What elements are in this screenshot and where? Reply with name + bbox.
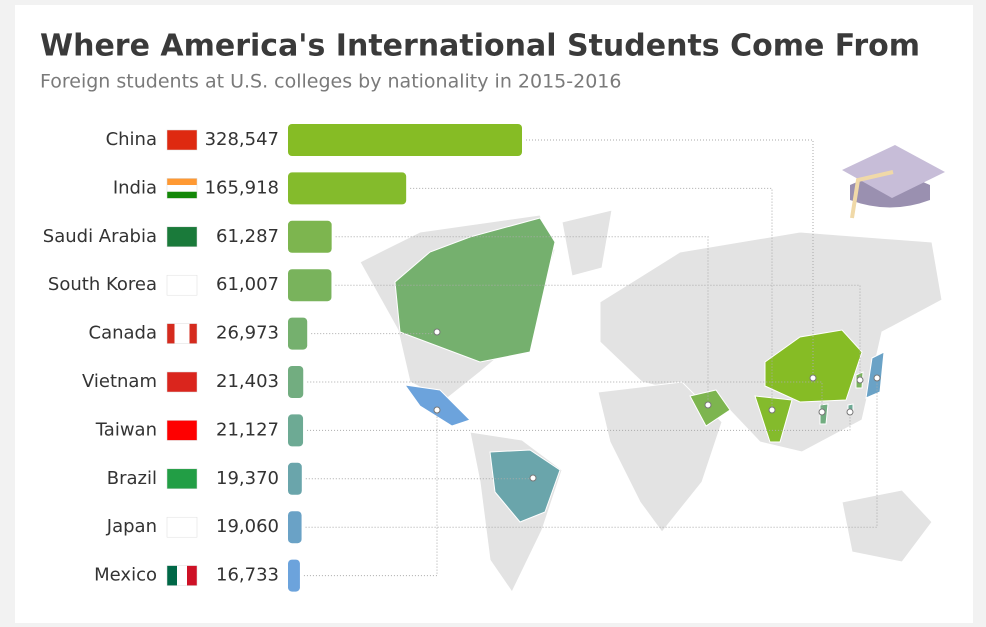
bar — [288, 172, 407, 205]
map-dot — [433, 406, 441, 414]
flag-border — [166, 371, 198, 393]
value-label: 26,973 — [216, 323, 279, 344]
flag — [167, 323, 175, 344]
flag-border — [166, 226, 198, 248]
category-label: Brazil — [107, 468, 157, 489]
flag — [187, 565, 197, 586]
flag — [167, 185, 197, 192]
category-label: South Korea — [48, 274, 157, 295]
map-dot — [704, 401, 712, 409]
flag-border — [166, 565, 198, 586]
flag-border — [166, 468, 198, 490]
category-label: Japan — [106, 516, 157, 537]
category-label: Saudi Arabia — [43, 226, 157, 247]
flag — [189, 323, 197, 344]
flag — [167, 565, 177, 586]
flag-border — [166, 274, 198, 296]
value-label: 21,127 — [216, 419, 279, 440]
chart-title: Where America's International Students C… — [40, 29, 920, 64]
flag — [167, 517, 197, 538]
connector — [335, 236, 709, 405]
flag — [167, 468, 197, 489]
map-dot — [873, 374, 881, 382]
connector — [410, 187, 773, 410]
flag-border — [166, 323, 198, 344]
bar — [288, 124, 522, 156]
category-label: China — [106, 129, 157, 150]
bar — [288, 220, 332, 253]
bar — [288, 269, 332, 302]
bar — [288, 559, 300, 592]
value-label: 61,287 — [216, 226, 279, 247]
connector — [305, 478, 534, 480]
value-label: 21,403 — [216, 371, 279, 392]
map-dot — [846, 408, 854, 416]
flag-border — [166, 178, 198, 199]
flag — [167, 191, 197, 199]
value-label: 61,007 — [216, 274, 279, 295]
bar — [288, 317, 308, 350]
map-dot — [768, 406, 776, 414]
world-map — [359, 209, 943, 593]
flag-border — [166, 420, 198, 441]
connector — [303, 410, 438, 577]
category-label: Canada — [89, 323, 158, 344]
value-label: 165,918 — [205, 177, 279, 198]
map-dot — [856, 376, 864, 384]
flag — [167, 420, 197, 441]
value-label: 19,060 — [216, 516, 279, 537]
flag — [167, 275, 197, 296]
bar — [288, 462, 302, 495]
category-label: Vietnam — [82, 371, 157, 392]
flag — [177, 565, 187, 586]
category-label: Taiwan — [95, 419, 157, 440]
flag — [167, 130, 197, 150]
flag-border — [166, 516, 198, 538]
value-label: 328,547 — [205, 129, 279, 150]
chart-subtitle: Foreign students at U.S. colleges by nat… — [40, 71, 621, 93]
connector — [307, 412, 851, 431]
flag — [167, 372, 197, 392]
connector — [307, 381, 823, 412]
flag — [167, 226, 197, 247]
bar — [288, 511, 302, 544]
map-dot — [809, 374, 817, 382]
flag — [167, 178, 197, 186]
category-label: India — [113, 177, 157, 198]
connector — [335, 284, 861, 380]
bar — [288, 414, 304, 447]
map-dot — [818, 408, 826, 416]
category-label: Mexico — [94, 565, 157, 586]
value-label: 19,370 — [216, 468, 279, 489]
bar — [288, 366, 304, 398]
graduation-cap — [842, 145, 945, 219]
flag — [174, 323, 190, 344]
value-label: 16,733 — [216, 565, 279, 586]
flag-border — [166, 129, 198, 151]
map-dot — [529, 474, 537, 482]
map-dot — [433, 328, 441, 336]
